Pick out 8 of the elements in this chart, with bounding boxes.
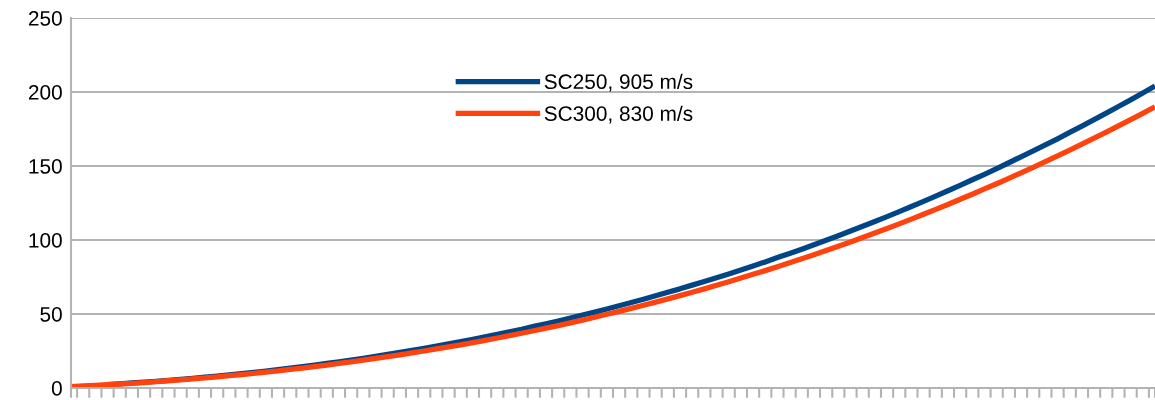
- legend-label: SC250, 905 m/s: [544, 73, 693, 92]
- legend-label: SC300, 830 m/s: [544, 105, 693, 124]
- y-tick-label: 250: [28, 11, 62, 26]
- y-tick-label: 150: [29, 159, 62, 174]
- y-tick-label: 200: [28, 85, 62, 100]
- y-tick-label: 100: [29, 233, 62, 248]
- y-tick-label: 50: [40, 307, 62, 322]
- y-tick-label: 0: [51, 381, 62, 396]
